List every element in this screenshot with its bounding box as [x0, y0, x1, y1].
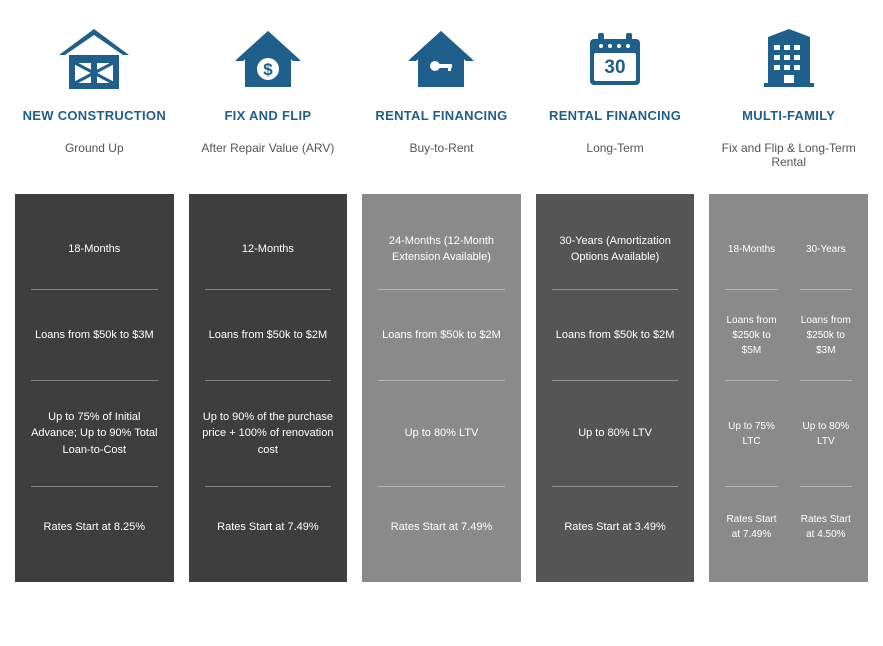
product-subtitle: Ground Up: [65, 141, 124, 169]
product-subtitle: Buy-to-Rent: [409, 141, 473, 169]
detail-term: 18-Months: [717, 209, 785, 289]
detail-loan: Loans from $50k to $2M: [544, 290, 687, 380]
split-columns: 18-Months Loans from $250k to $5M Up to …: [717, 209, 860, 567]
detail-term: 30-Years: [792, 209, 860, 289]
product-details: 30-Years (Amortization Options Available…: [536, 194, 695, 582]
svg-text:30: 30: [605, 57, 626, 78]
detail-rate: Rates Start at 7.49%: [717, 487, 785, 567]
detail-term: 18-Months: [23, 209, 166, 289]
detail-ltv: Up to 90% of the purchase price + 100% o…: [197, 381, 340, 486]
house-dollar-icon: $: [233, 20, 303, 100]
house-key-icon: [406, 20, 476, 100]
house-frame-icon: [59, 20, 129, 100]
split-left: 18-Months Loans from $250k to $5M Up to …: [717, 209, 785, 567]
split-right: 30-Years Loans from $250k to $3M Up to 8…: [792, 209, 860, 567]
product-title: MULTI-FAMILY: [742, 108, 835, 123]
product-fix-and-flip: $ FIX AND FLIP After Repair Value (ARV) …: [189, 20, 348, 582]
product-details: 18-Months Loans from $250k to $5M Up to …: [709, 194, 868, 582]
detail-loan: Loans from $250k to $3M: [792, 290, 860, 380]
product-columns: NEW CONSTRUCTION Ground Up 18-Months Loa…: [15, 20, 868, 582]
detail-rate: Rates Start at 7.49%: [197, 487, 340, 567]
detail-ltv: Up to 75% of Initial Advance; Up to 90% …: [23, 381, 166, 486]
product-title: NEW CONSTRUCTION: [23, 108, 166, 123]
detail-term: 30-Years (Amortization Options Available…: [544, 209, 687, 289]
product-rental-buy-to-rent: RENTAL FINANCING Buy-to-Rent 24-Months (…: [362, 20, 521, 582]
product-subtitle: Fix and Flip & Long-Term Rental: [709, 141, 868, 169]
product-details: 24-Months (12-Month Extension Available)…: [362, 194, 521, 582]
detail-ltv: Up to 80% LTV: [792, 381, 860, 486]
detail-loan: Loans from $250k to $5M: [717, 290, 785, 380]
product-multi-family: MULTI-FAMILY Fix and Flip & Long-Term Re…: [709, 20, 868, 582]
detail-rate: Rates Start at 3.49%: [544, 487, 687, 567]
product-rental-long-term: 30 RENTAL FINANCING Long-Term 30-Years (…: [536, 20, 695, 582]
product-title: RENTAL FINANCING: [375, 108, 507, 123]
detail-ltv: Up to 75% LTC: [717, 381, 785, 486]
detail-term: 12-Months: [197, 209, 340, 289]
product-title: FIX AND FLIP: [224, 108, 311, 123]
detail-ltv: Up to 80% LTV: [544, 381, 687, 486]
product-new-construction: NEW CONSTRUCTION Ground Up 18-Months Loa…: [15, 20, 174, 582]
detail-rate: Rates Start at 8.25%: [23, 487, 166, 567]
detail-rate: Rates Start at 7.49%: [370, 487, 513, 567]
building-icon: [758, 20, 820, 100]
detail-loan: Loans from $50k to $2M: [370, 290, 513, 380]
detail-loan: Loans from $50k to $3M: [23, 290, 166, 380]
detail-term: 24-Months (12-Month Extension Available): [370, 209, 513, 289]
product-details: 18-Months Loans from $50k to $3M Up to 7…: [15, 194, 174, 582]
product-details: 12-Months Loans from $50k to $2M Up to 9…: [189, 194, 348, 582]
detail-ltv: Up to 80% LTV: [370, 381, 513, 486]
product-subtitle: After Repair Value (ARV): [201, 141, 334, 169]
detail-rate: Rates Start at 4.50%: [792, 487, 860, 567]
product-title: RENTAL FINANCING: [549, 108, 681, 123]
product-subtitle: Long-Term: [586, 141, 643, 169]
detail-loan: Loans from $50k to $2M: [197, 290, 340, 380]
svg-text:$: $: [263, 60, 273, 79]
calendar-30-icon: 30: [584, 20, 646, 100]
